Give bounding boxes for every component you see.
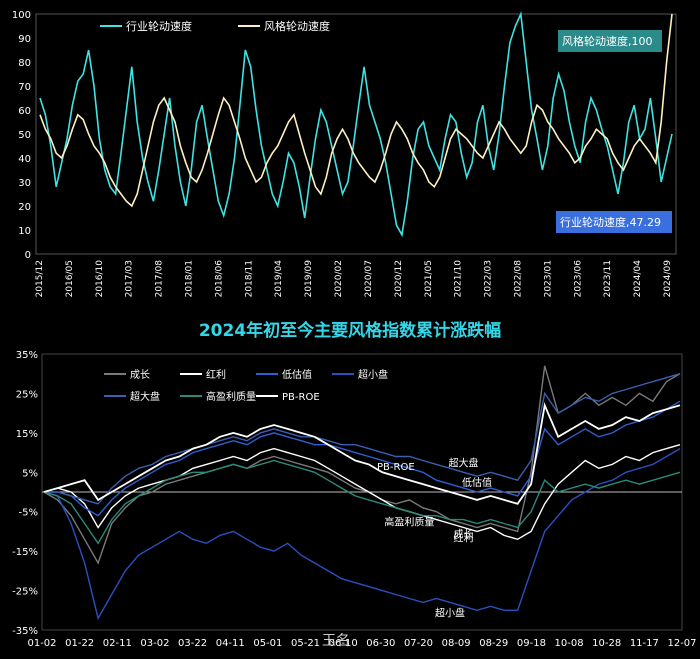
annotation-label: PB-ROE bbox=[377, 462, 415, 473]
annotation-box bbox=[558, 30, 662, 52]
y-tick-label: 35% bbox=[16, 350, 38, 361]
y-tick-label: 40 bbox=[18, 154, 31, 165]
x-tick-label: 03-22 bbox=[178, 638, 207, 649]
x-tick-label: 04-11 bbox=[216, 638, 245, 649]
x-tick-label: 2021/10 bbox=[454, 260, 464, 298]
y-tick-label: 60 bbox=[18, 106, 31, 117]
y-tick-label: 50 bbox=[18, 130, 31, 141]
legend-label: 低估值 bbox=[282, 368, 312, 381]
x-tick-label: 2017/03 bbox=[125, 260, 135, 297]
y-tick-label: -25% bbox=[12, 587, 38, 598]
series-line-2 bbox=[44, 400, 681, 517]
x-tick-label: 12-07 bbox=[667, 638, 696, 649]
y-tick-label: 20 bbox=[18, 202, 31, 213]
y-tick-label: 100 bbox=[12, 10, 31, 21]
x-tick-label: 2018/11 bbox=[244, 260, 254, 297]
x-tick-label: 02-11 bbox=[103, 638, 132, 649]
x-tick-label: 05-21 bbox=[291, 638, 320, 649]
x-tick-label: 01-22 bbox=[65, 638, 94, 649]
x-tick-label: 2018/06 bbox=[214, 260, 224, 298]
x-tick-label: 2023/11 bbox=[603, 260, 613, 297]
x-tick-label: 07-20 bbox=[404, 638, 433, 649]
annotation-box bbox=[556, 211, 672, 233]
x-tick-label: 2019/04 bbox=[274, 260, 284, 298]
y-tick-label: 10 bbox=[18, 226, 31, 237]
y-tick-label: 0 bbox=[25, 250, 31, 261]
x-tick-label: 2023/06 bbox=[573, 260, 583, 298]
y-tick-label: 15% bbox=[16, 429, 38, 440]
annotation-label: 风格轮动速度,100 bbox=[562, 34, 653, 48]
x-tick-label: 2024/04 bbox=[633, 260, 643, 298]
legend-label: 成长 bbox=[130, 369, 150, 381]
watermark: 玉名 bbox=[322, 633, 350, 649]
x-tick-label: 11-17 bbox=[630, 638, 659, 649]
x-tick-label: 2017/08 bbox=[155, 260, 165, 298]
x-tick-label: 05-01 bbox=[253, 638, 282, 649]
series-line-5 bbox=[43, 459, 681, 545]
series-line-6 bbox=[43, 402, 681, 505]
legend-label: 高盈利质量 bbox=[206, 390, 256, 403]
annotation-label: 超小盘 bbox=[435, 606, 465, 619]
x-tick-label: 2018/01 bbox=[185, 260, 195, 297]
x-tick-label: 2020/07 bbox=[364, 260, 374, 297]
plot-frame bbox=[35, 13, 677, 255]
style-index-return-chart: 35% 25% 15% 5% -5% -15% -25% -35%01-02 01-22 02-1… bbox=[12, 350, 696, 649]
x-tick-label: 2022/08 bbox=[513, 260, 523, 298]
y-tick-label: 70 bbox=[18, 82, 31, 93]
annotation-label: 高盈利质量 bbox=[384, 516, 434, 529]
annotation-label: 超大盘 bbox=[448, 456, 478, 469]
legend-label: 红利 bbox=[206, 368, 226, 381]
y-tick-label: 5% bbox=[22, 468, 38, 479]
y-tick-label: -5% bbox=[19, 508, 38, 519]
x-tick-label: 06-30 bbox=[366, 638, 395, 649]
x-tick-label: 2020/12 bbox=[394, 260, 404, 297]
y-tick-label: 90 bbox=[18, 34, 31, 45]
x-tick-label: 2024/09 bbox=[663, 260, 673, 298]
annotation-label: 成长 bbox=[453, 529, 473, 541]
legend-label: 风格轮动速度 bbox=[264, 19, 330, 33]
x-tick-label: 2016/05 bbox=[65, 260, 75, 297]
x-tick-label: 2020/02 bbox=[334, 260, 344, 297]
legend-label: 超大盘 bbox=[130, 390, 160, 403]
y-tick-label: 25% bbox=[16, 389, 38, 400]
series-line-1 bbox=[39, 13, 673, 208]
x-tick-label: 10-28 bbox=[592, 638, 621, 649]
legend-label: PB-ROE bbox=[282, 392, 320, 403]
y-tick-label: 30 bbox=[18, 178, 31, 189]
x-tick-label: 03-02 bbox=[140, 638, 169, 649]
series-line-3 bbox=[43, 447, 681, 621]
series-line-1 bbox=[43, 444, 681, 541]
y-tick-label: -15% bbox=[12, 547, 38, 558]
x-tick-label: 2023/01 bbox=[543, 260, 553, 297]
y-tick-label: -35% bbox=[12, 626, 38, 637]
x-tick-label: 2021/05 bbox=[424, 260, 434, 297]
industry-style-rotation-chart: 0 10 20 30 40 50 60 70 80 90 100 2015/12 2016/05 2016… bbox=[12, 10, 677, 298]
x-tick-label: 08-09 bbox=[442, 638, 471, 649]
annotation-label: 低估值 bbox=[462, 476, 492, 489]
x-tick-label: 2016/10 bbox=[95, 260, 105, 298]
x-tick-label: 2015/12 bbox=[35, 260, 45, 297]
x-tick-label: 2022/03 bbox=[484, 260, 494, 297]
legend-label: 行业轮动速度 bbox=[126, 19, 192, 33]
x-tick-label: 09-18 bbox=[517, 638, 546, 649]
x-tick-label: 2019/09 bbox=[304, 260, 314, 298]
y-tick-label: 80 bbox=[18, 58, 31, 69]
annotation-label: 红利 bbox=[453, 531, 473, 544]
legend-label: 超小盘 bbox=[358, 368, 388, 381]
series-line-0 bbox=[39, 11, 673, 238]
x-tick-label: 06-10 bbox=[329, 638, 358, 649]
x-tick-label: 01-02 bbox=[27, 638, 56, 649]
x-tick-label: 10-08 bbox=[555, 638, 584, 649]
series-line-4 bbox=[44, 373, 681, 505]
annotation-label: 行业轮动速度,47.29 bbox=[560, 215, 661, 229]
x-tick-label: 08-29 bbox=[479, 638, 508, 649]
chart2-title: 2024年初至今主要风格指数累计涨跌幅 bbox=[198, 321, 502, 341]
